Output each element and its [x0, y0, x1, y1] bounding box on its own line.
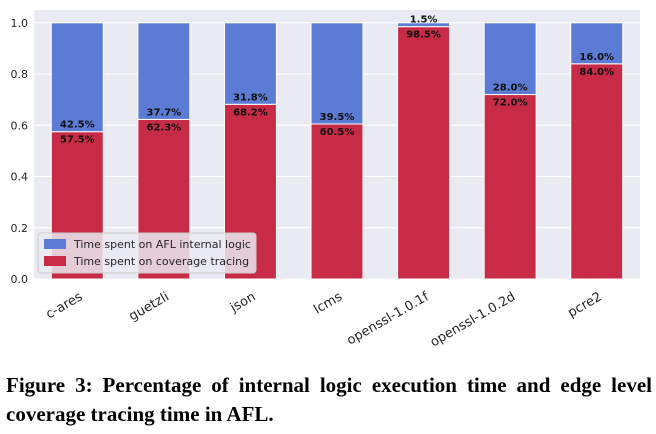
data-label-afl-internal-logic: 39.5%	[320, 112, 355, 123]
bar-afl-internal-logic	[223, 22, 277, 105]
data-label-coverage-tracing: 62.3%	[147, 122, 182, 133]
x-tick-label: pcre2	[565, 289, 604, 320]
x-tick-label: openssl-1.0.2d	[428, 289, 518, 350]
data-label-afl-internal-logic: 37.7%	[147, 107, 182, 118]
y-tick-label: 0.0	[11, 273, 29, 286]
bar-afl-internal-logic	[570, 22, 624, 65]
x-tick-label: json	[227, 289, 258, 316]
bar-afl-internal-logic	[397, 22, 451, 28]
legend-swatch	[44, 256, 66, 266]
data-label-coverage-tracing: 57.5%	[60, 135, 95, 146]
x-tick-label: guetzli	[127, 289, 172, 324]
x-axis: c-ares guetzli json lcms openssl-1.0.1fopens…	[43, 289, 604, 350]
figure-caption: Figure 3: Percentage of internal logic e…	[6, 373, 652, 426]
data-label-coverage-tracing: 84.0%	[579, 67, 614, 78]
x-tick-label: c-ares	[43, 289, 85, 322]
data-label-coverage-tracing: 98.5%	[406, 30, 441, 41]
bar-coverage-tracing	[310, 123, 364, 280]
data-label-afl-internal-logic: 31.8%	[233, 92, 268, 103]
y-tick-label: 0.8	[11, 68, 29, 81]
data-label-coverage-tracing: 68.2%	[233, 107, 268, 118]
data-label-coverage-tracing: 72.0%	[493, 98, 528, 109]
data-label-afl-internal-logic: 28.0%	[493, 83, 528, 94]
bar-coverage-tracing	[483, 94, 537, 280]
data-label-afl-internal-logic: 42.5%	[60, 120, 95, 131]
bar-afl-internal-logic	[50, 22, 104, 133]
bars	[50, 22, 624, 280]
legend: Time spent on AFL internal logic Time spe…	[37, 232, 257, 274]
bar-coverage-tracing	[397, 26, 451, 280]
bar-afl-internal-logic	[483, 22, 537, 96]
y-tick-label: 1.0	[11, 17, 29, 30]
y-tick-label: 0.6	[11, 119, 29, 132]
x-tick-label: lcms	[311, 289, 345, 317]
data-label-afl-internal-logic: 16.0%	[579, 52, 614, 63]
y-tick-label: 0.2	[11, 222, 29, 235]
bar-coverage-tracing	[570, 63, 624, 280]
legend-label: Time spent on AFL internal logic	[73, 238, 251, 251]
y-axis: 0.0 0.2 0.4 0.6 0.8 1.0	[11, 17, 29, 286]
bar-afl-internal-logic	[137, 22, 191, 120]
x-tick-label: openssl-1.0.1f	[344, 289, 431, 348]
legend-swatch	[44, 239, 66, 249]
data-label-coverage-tracing: 60.5%	[320, 127, 355, 138]
legend-box	[37, 232, 257, 274]
data-label-afl-internal-logic: 1.5%	[410, 15, 438, 26]
y-tick-label: 0.4	[11, 171, 29, 184]
data-labels: 42.5% 57.5% 37.7% 62.3% 31.8% 68.2% 39.5% 60.5%…	[60, 15, 614, 146]
stacked-bar-chart: 42.5% 57.5% 37.7% 62.3% 31.8% 68.2% 39.5% 60.5%…	[11, 10, 640, 350]
legend-label: Time spent on coverage tracing	[73, 255, 249, 268]
bar-afl-internal-logic	[310, 22, 364, 125]
